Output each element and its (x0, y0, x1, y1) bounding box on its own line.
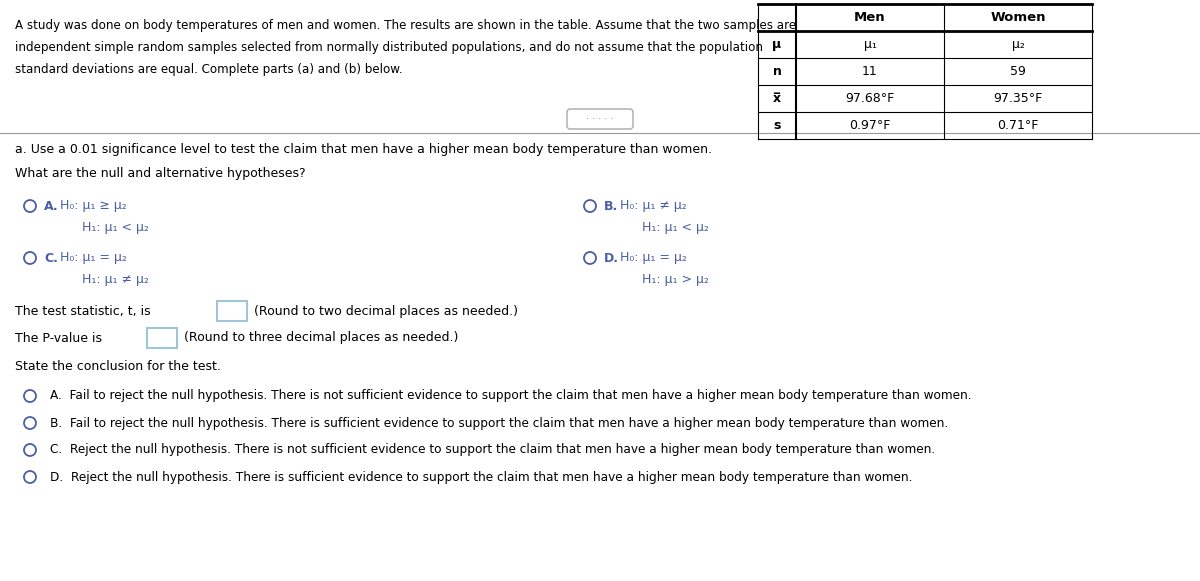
Text: Men: Men (854, 11, 886, 24)
Text: 11: 11 (862, 65, 878, 78)
Text: H₀: μ₁ ≥ μ₂: H₀: μ₁ ≥ μ₂ (60, 199, 127, 213)
Text: B.  Fail to reject the null hypothesis. There is sufficient evidence to support : B. Fail to reject the null hypothesis. T… (50, 417, 948, 429)
Text: standard deviations are equal. Complete parts (a) and (b) below.: standard deviations are equal. Complete … (14, 63, 403, 76)
Text: D.: D. (604, 252, 619, 264)
Text: What are the null and alternative hypotheses?: What are the null and alternative hypoth… (14, 167, 306, 181)
Text: 97.68°F: 97.68°F (845, 92, 895, 105)
Text: B.: B. (604, 199, 618, 213)
FancyBboxPatch shape (148, 328, 178, 348)
Text: H₀: μ₁ ≠ μ₂: H₀: μ₁ ≠ μ₂ (620, 199, 686, 213)
Text: 0.71°F: 0.71°F (997, 119, 1039, 132)
Text: H₁: μ₁ ≠ μ₂: H₁: μ₁ ≠ μ₂ (82, 274, 149, 286)
Text: a. Use a 0.01 significance level to test the claim that men have a higher mean b: a. Use a 0.01 significance level to test… (14, 142, 712, 156)
Text: H₁: μ₁ > μ₂: H₁: μ₁ > μ₂ (642, 274, 709, 286)
Text: s: s (773, 119, 781, 132)
Text: State the conclusion for the test.: State the conclusion for the test. (14, 360, 221, 372)
Text: 59: 59 (1010, 65, 1026, 78)
Text: · · · · ·: · · · · · (587, 114, 613, 124)
Text: μ₁: μ₁ (864, 38, 876, 51)
Text: H₁: μ₁ < μ₂: H₁: μ₁ < μ₂ (82, 221, 149, 235)
Text: A.  Fail to reject the null hypothesis. There is not sufficient evidence to supp: A. Fail to reject the null hypothesis. T… (50, 389, 972, 403)
Text: 0.97°F: 0.97°F (850, 119, 890, 132)
Text: independent simple random samples selected from normally distributed populations: independent simple random samples select… (14, 41, 763, 53)
Text: H₁: μ₁ < μ₂: H₁: μ₁ < μ₂ (642, 221, 709, 235)
Text: C.  Reject the null hypothesis. There is not sufficient evidence to support the : C. Reject the null hypothesis. There is … (50, 443, 935, 457)
Text: n: n (773, 65, 781, 78)
Text: D.  Reject the null hypothesis. There is sufficient evidence to support the clai: D. Reject the null hypothesis. There is … (50, 471, 912, 483)
Text: (Round to three decimal places as needed.): (Round to three decimal places as needed… (184, 332, 458, 345)
Text: Women: Women (990, 11, 1045, 24)
Text: The P-value is: The P-value is (14, 332, 102, 345)
Text: The test statistic, t, is: The test statistic, t, is (14, 304, 151, 317)
Text: (Round to two decimal places as needed.): (Round to two decimal places as needed.) (254, 304, 518, 317)
Text: H₀: μ₁ = μ₂: H₀: μ₁ = μ₂ (620, 252, 686, 264)
Text: x̅: x̅ (773, 92, 781, 105)
Text: C.: C. (44, 252, 58, 264)
Text: H₀: μ₁ = μ₂: H₀: μ₁ = μ₂ (60, 252, 127, 264)
Text: A study was done on body temperatures of men and women. The results are shown in: A study was done on body temperatures of… (14, 19, 796, 31)
Text: A.: A. (44, 199, 59, 213)
Text: 97.35°F: 97.35°F (994, 92, 1043, 105)
FancyBboxPatch shape (217, 301, 247, 321)
Text: μ: μ (773, 38, 781, 51)
FancyBboxPatch shape (568, 109, 634, 129)
Text: μ₂: μ₂ (1012, 38, 1025, 51)
